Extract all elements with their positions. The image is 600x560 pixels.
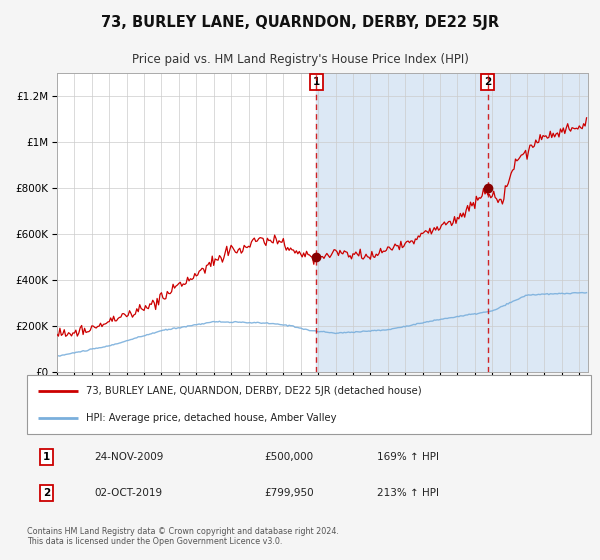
Text: Contains HM Land Registry data © Crown copyright and database right 2024.
This d: Contains HM Land Registry data © Crown c… — [27, 527, 339, 547]
Text: 24-NOV-2009: 24-NOV-2009 — [95, 452, 164, 462]
Text: £799,950: £799,950 — [264, 488, 314, 498]
Text: 73, BURLEY LANE, QUARNDON, DERBY, DE22 5JR (detached house): 73, BURLEY LANE, QUARNDON, DERBY, DE22 5… — [86, 386, 422, 396]
Text: 169% ↑ HPI: 169% ↑ HPI — [377, 452, 439, 462]
Text: 73, BURLEY LANE, QUARNDON, DERBY, DE22 5JR: 73, BURLEY LANE, QUARNDON, DERBY, DE22 5… — [101, 15, 499, 30]
Text: 1: 1 — [313, 77, 320, 87]
Text: £500,000: £500,000 — [264, 452, 313, 462]
Text: 02-OCT-2019: 02-OCT-2019 — [95, 488, 163, 498]
Text: HPI: Average price, detached house, Amber Valley: HPI: Average price, detached house, Ambe… — [86, 413, 337, 423]
FancyBboxPatch shape — [27, 375, 591, 434]
Bar — [488, 73, 588, 372]
Text: 1: 1 — [43, 452, 50, 462]
Text: 213% ↑ HPI: 213% ↑ HPI — [377, 488, 439, 498]
Text: Price paid vs. HM Land Registry's House Price Index (HPI): Price paid vs. HM Land Registry's House … — [131, 53, 469, 66]
Text: 2: 2 — [43, 488, 50, 498]
Text: 2: 2 — [484, 77, 491, 87]
Bar — [316, 73, 488, 372]
